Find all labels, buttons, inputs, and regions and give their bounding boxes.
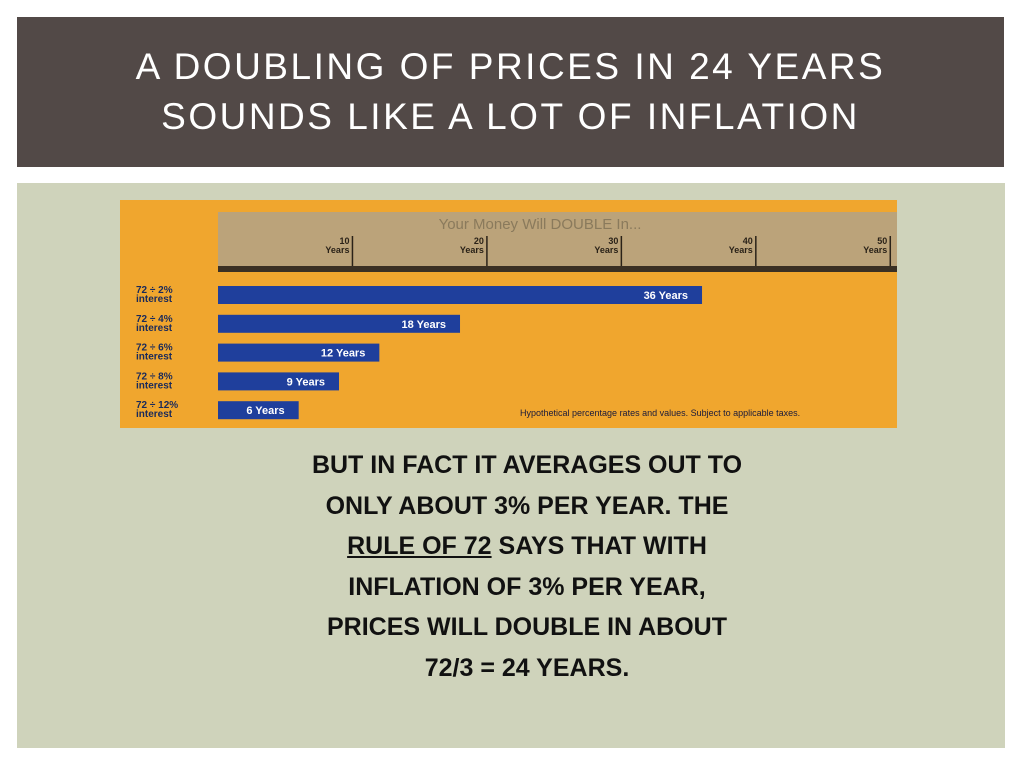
- x-tick-unit: Years: [594, 245, 618, 255]
- x-tick-label: 50: [877, 236, 887, 246]
- body-text: BUT IN FACT IT AVERAGES OUT TO ONLY ABOU…: [307, 445, 747, 688]
- category-label: 72 ÷ 6%: [136, 343, 173, 354]
- category-suffix: interest: [136, 380, 173, 391]
- category-label: 72 ÷ 2%: [136, 285, 173, 296]
- x-tick-unit: Years: [729, 245, 753, 255]
- ruler: [218, 212, 897, 270]
- body-text: BUT IN FACT IT AVERAGES OUT TO ONLY ABOU…: [311, 451, 743, 520]
- category-suffix: interest: [136, 294, 173, 305]
- category-suffix: interest: [136, 323, 173, 334]
- title-line: A DOUBLING OF PRICES IN 24 YEARS: [135, 46, 886, 87]
- bar: [218, 286, 703, 304]
- ruler-edge: [218, 266, 897, 272]
- bar: [218, 343, 380, 362]
- category-suffix: interest: [136, 409, 173, 420]
- value-label: 18 Years: [402, 319, 446, 331]
- x-tick-unit: Years: [863, 245, 887, 255]
- bar: [218, 314, 461, 333]
- bar: [218, 372, 340, 391]
- value-label: 12 Years: [321, 348, 365, 360]
- category-label: 72 ÷ 12%: [136, 400, 178, 411]
- category-suffix: interest: [136, 352, 173, 363]
- x-tick-unit: Years: [460, 245, 484, 255]
- axis-title: Your Money Will DOUBLE In...: [439, 216, 642, 233]
- value-label: 36 Years: [644, 290, 688, 302]
- title-line: SOUNDS LIKE A LOT OF INFLATION: [161, 96, 860, 137]
- category-label: 72 ÷ 8%: [136, 371, 173, 382]
- category-label: 72 ÷ 4%: [136, 314, 173, 325]
- value-label: 6 Years: [246, 405, 284, 417]
- x-tick-label: 20: [474, 236, 484, 246]
- chart: Your Money Will DOUBLE In... Hypothetica…: [120, 200, 897, 428]
- x-tick-label: 40: [743, 236, 753, 246]
- body-text: SAYS THAT WITH INFLATION OF 3% PER YEAR,…: [327, 532, 727, 682]
- bar: [218, 401, 299, 420]
- footnote: Hypothetical percentage rates and values…: [520, 408, 800, 418]
- header: A DOUBLING OF PRICES IN 24 YEARS SOUNDS …: [17, 17, 1004, 167]
- x-tick-label: 30: [608, 236, 618, 246]
- x-tick-label: 10: [339, 236, 349, 246]
- emphasis: RULE OF 72: [347, 532, 492, 560]
- x-tick-unit: Years: [325, 245, 349, 255]
- content-panel: Your Money Will DOUBLE In... Hypothetica…: [17, 183, 1005, 748]
- value-label: 9 Years: [287, 376, 325, 388]
